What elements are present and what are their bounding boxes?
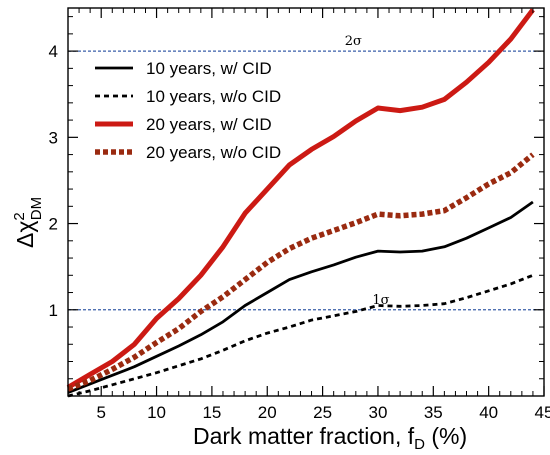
x-axis-title: Dark matter fraction, fD (%)	[193, 423, 467, 453]
x-tick-label: 20	[258, 403, 277, 422]
x-tick-label: 40	[479, 403, 498, 422]
y-tick-label: 2	[49, 215, 58, 234]
legend-label-2: 10 years, w/o CID	[146, 87, 281, 106]
legend-label-1: 10 years, w/ CID	[146, 59, 272, 78]
x-tick-label: 30	[368, 403, 387, 422]
y-tick-label: 3	[49, 128, 58, 147]
legend-label-3: 20 years, w/ CID	[146, 115, 272, 134]
reference-line-label-1: 2σ	[345, 34, 362, 49]
y-tick-label: 1	[49, 301, 58, 320]
y-tick-label: 4	[49, 42, 58, 61]
y-axis-title-superscript: 2	[11, 212, 28, 220]
series-line-4	[67, 152, 535, 392]
legend-label-4: 20 years, w/o CID	[146, 143, 281, 162]
legend: 10 years, w/ CID 10 years, w/o CID 20 year…	[95, 59, 281, 162]
series-line-1	[67, 200, 534, 394]
series-layer	[66, 8, 535, 398]
plot-border	[67, 7, 545, 397]
x-tick-label: 25	[313, 403, 332, 422]
x-tick-label: 45	[535, 403, 550, 422]
x-tick-label: 15	[202, 403, 221, 422]
x-axis-title-unit: (%)	[425, 423, 467, 449]
x-tick-label: 5	[96, 403, 105, 422]
x-axis-title-subscript: D	[414, 436, 425, 453]
series-line-3	[66, 8, 535, 390]
reference-line-label-2: 1σ	[372, 293, 389, 308]
series-line-2	[67, 273, 534, 398]
y-axis-title: Δχ2DM	[11, 197, 45, 248]
x-tick-label: 10	[147, 403, 166, 422]
plot-frame	[67, 7, 545, 397]
axis-ticks: 5 10 15 20 25 30 35 40 45 1 2 3 4	[49, 8, 550, 422]
y-axis-title-subscript: DM	[28, 197, 45, 220]
reference-lines: 2σ 1σ	[68, 34, 544, 311]
x-tick-label: 35	[424, 403, 443, 422]
